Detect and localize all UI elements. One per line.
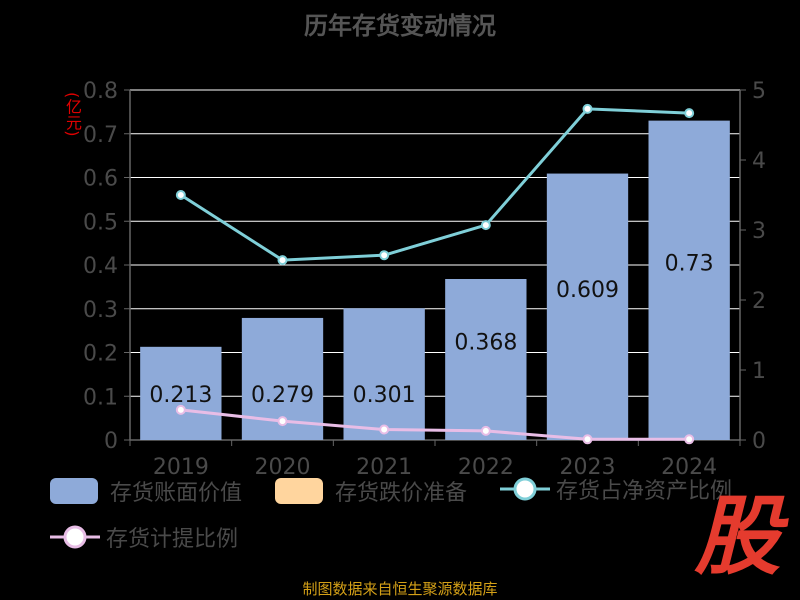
net-asset-ratio-point [379,250,390,261]
y-tick-label: 0.5 [83,210,118,235]
bar [343,308,425,440]
y2-tick-label: 4 [752,149,766,174]
y2-tick-label: 5 [752,79,766,104]
x-tick-label: 2021 [356,455,412,480]
bar [648,120,730,440]
y2-tick-label: 2 [752,289,766,314]
bar [546,173,629,440]
x-tick-label: 2023 [560,455,616,480]
bar-value-label: 0.73 [665,251,714,276]
y2-tick-label: 1 [752,359,766,384]
y-tick-label: 0.6 [83,167,118,192]
chart-title: 历年存货变动情况 [304,12,496,40]
legend-swatch-book-value [50,478,98,504]
x-tick-label: 2022 [458,455,514,480]
provision-ratio-point [684,434,695,445]
legend-label-net-asset-ratio: 存货占净资产比例 [556,479,733,504]
legend-item-net-asset-ratio[interactable]: 存货占净资产比例 [500,473,732,505]
stock-logo-watermark: 股 [694,487,781,587]
x-tick-label: 2024 [661,455,717,480]
legend-swatch-reserve [275,478,323,504]
x-tick-label: 2019 [153,455,209,480]
legend-label-book-value: 存货账面价值 [110,481,243,506]
y2-tick-label: 0 [752,429,766,454]
bar [445,279,527,440]
net-asset-ratio-point [582,103,593,114]
provision-ratio-point [582,434,593,445]
net-asset-ratio-point [684,108,695,119]
bar-value-label: 0.609 [556,278,619,303]
legend-label-provision-ratio: 存货计提比例 [106,527,239,552]
y-tick-label: 0.7 [83,123,118,148]
provision-ratio-point [175,404,186,415]
y2-tick-label: 3 [752,219,766,244]
legend-line-marker-net-asset-ratio [500,477,550,501]
data-source-footer: 制图数据来自恒生聚源数据库 [302,580,498,598]
y-tick-label: 0.3 [83,298,118,323]
bar-value-label: 0.301 [353,383,416,408]
net-asset-ratio-point [277,255,288,266]
legend-item-book-value[interactable]: 存货账面价值 [50,475,242,507]
legend-item-provision-ratio[interactable]: 存货计提比例 [50,521,238,553]
bar-value-label: 0.368 [454,331,517,356]
bar [140,346,222,440]
y-tick-label: 0 [104,429,118,454]
x-tick-label: 2020 [255,455,311,480]
net-asset-ratio-line [180,107,690,262]
provision-ratio-point [480,425,491,436]
y-tick-label: 0.8 [83,79,118,104]
y-tick-label: 0.2 [83,342,118,367]
net-asset-ratio-point [480,220,491,231]
y-axis-unit-label: (亿元) [63,92,82,137]
legend-item-reserve[interactable]: 存货跌价准备 [275,475,467,507]
y-tick-label: 0.4 [83,254,118,279]
net-asset-ratio-point [175,190,186,200]
legend-label-reserve: 存货跌价准备 [335,481,468,506]
y-tick-label: 0.1 [83,385,118,410]
provision-ratio-point [277,416,288,427]
bar-value-label: 0.213 [149,383,212,408]
bar-value-label: 0.279 [251,383,314,408]
legend-line-marker-provision-ratio [50,525,100,549]
provision-ratio-point [379,424,390,435]
provision-ratio-line [180,408,690,441]
